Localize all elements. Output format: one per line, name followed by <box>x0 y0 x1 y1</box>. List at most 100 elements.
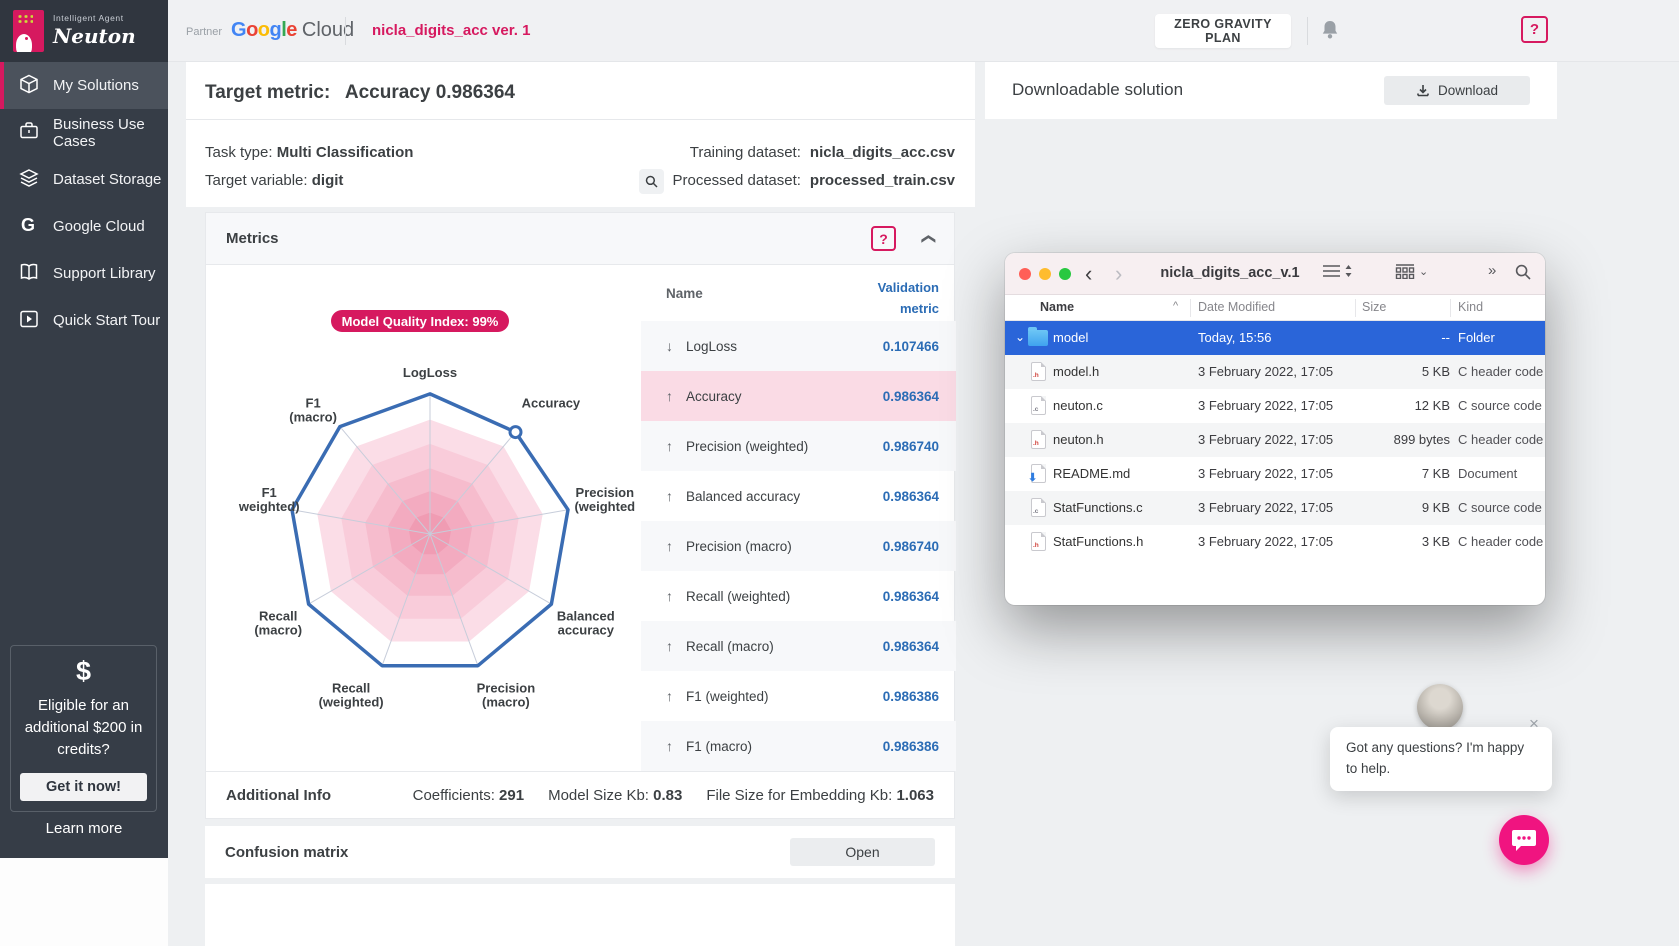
file-kind: C header code <box>1458 432 1543 447</box>
sidebar-item-dataset-storage[interactable]: Dataset Storage <box>0 156 168 203</box>
sidebar-item-label: Support Library <box>53 265 156 282</box>
column-size[interactable]: Size <box>1362 300 1386 314</box>
metric-name: Recall (macro) <box>686 639 774 654</box>
topbar-separator <box>345 17 346 45</box>
finder-row-model-h[interactable]: .hmodel.h3 February 2022, 17:055 KBC hea… <box>1005 355 1545 389</box>
finder-row-neuton-h[interactable]: .hneuton.h3 February 2022, 17:05899 byte… <box>1005 423 1545 457</box>
help-button[interactable]: ? <box>1521 16 1548 43</box>
metric-row-recall-weighted-: ↑Recall (weighted)0.986364 <box>641 571 956 621</box>
group-view-icon[interactable]: ⌄ <box>1395 264 1428 279</box>
column-date-modified[interactable]: Date Modified <box>1198 300 1275 314</box>
radar-axis-label: Recall(macro) <box>254 609 302 638</box>
file-name: StatFunctions.h <box>1053 534 1143 549</box>
forward-button[interactable]: › <box>1115 261 1122 287</box>
arrow-up-icon: ↑ <box>666 688 686 704</box>
file-date: 3 February 2022, 17:05 <box>1198 364 1333 379</box>
sidebar-item-quick-start-tour[interactable]: Quick Start Tour <box>0 297 168 344</box>
sidebar-item-google-cloud[interactable]: GGoogle Cloud <box>0 203 168 250</box>
column-name[interactable]: Name <box>1040 300 1074 314</box>
minimize-window-button[interactable] <box>1039 268 1051 280</box>
file-date: 3 February 2022, 17:05 <box>1198 432 1333 447</box>
finder-row-model[interactable]: ⌄modelToday, 15:56--Folder <box>1005 321 1545 355</box>
collapse-chevron-icon[interactable]: ❯ <box>916 228 938 250</box>
metrics-header: Metrics ? ❯ <box>206 213 954 265</box>
sidebar-item-support-library[interactable]: Support Library <box>0 250 168 297</box>
metric-row-precision-macro-: ↑Precision (macro)0.986740 <box>641 521 956 571</box>
file-size: 5 KB <box>1422 364 1450 379</box>
finder-row-statfunctions-h[interactable]: .hStatFunctions.h3 February 2022, 17:053… <box>1005 525 1545 559</box>
task-type-value: Multi Classification <box>277 144 414 161</box>
finder-titlebar[interactable]: ‹ › nicla_digits_acc_v.1 ⌄ » <box>1005 253 1545 295</box>
chat-launcher-button[interactable] <box>1499 815 1549 865</box>
file-date: Today, 15:56 <box>1198 330 1271 345</box>
get-it-now-button[interactable]: Get it now! <box>20 773 147 801</box>
training-dataset-line: Training dataset:nicla_digits_acc.csv <box>639 139 956 167</box>
topbar-separator <box>1307 17 1308 45</box>
learn-more-link[interactable]: Learn more <box>0 820 168 837</box>
metric-row-precision-weighted-: ↑Precision (weighted)0.986740 <box>641 421 956 471</box>
target-variable-value: digit <box>312 172 344 189</box>
book-icon <box>19 262 39 286</box>
metric-name: Balanced accuracy <box>686 489 800 504</box>
more-toolbar-icon[interactable]: » <box>1488 262 1496 279</box>
sidebar-item-my-solutions[interactable]: My Solutions <box>0 62 168 109</box>
sort-ascending-icon: ^ <box>1173 300 1178 312</box>
neuton-logo: Intelligent Agent Neuton <box>0 0 168 62</box>
bell-icon[interactable] <box>1320 19 1340 46</box>
metric-name: LogLoss <box>686 339 737 354</box>
radar-axis-label: Precision(weighted <box>574 485 635 514</box>
file-name: neuton.c <box>1053 398 1103 413</box>
sidebar: Intelligent Agent Neuton My SolutionsBus… <box>0 0 168 858</box>
plan-button[interactable]: ZERO GRAVITY PLAN <box>1155 14 1291 48</box>
chat-bubble-icon <box>1511 828 1537 852</box>
download-button[interactable]: Download <box>1384 76 1530 105</box>
chat-close-icon[interactable]: × <box>1529 714 1539 734</box>
target-metric-value: Accuracy 0.986364 <box>345 82 515 103</box>
open-confusion-matrix-button[interactable]: Open <box>790 838 935 866</box>
finder-search-icon[interactable] <box>1515 264 1531 280</box>
file-size: 3 KB <box>1422 534 1450 549</box>
file-size: 12 KB <box>1415 398 1450 413</box>
confusion-matrix-title: Confusion matrix <box>225 844 348 861</box>
h-file-icon: .h <box>1031 362 1046 381</box>
metrics-help-button[interactable]: ? <box>871 226 896 251</box>
file-name: StatFunctions.c <box>1053 500 1143 515</box>
logo-dots-icon <box>17 14 33 25</box>
close-window-button[interactable] <box>1019 268 1031 280</box>
file-size: 9 KB <box>1422 500 1450 515</box>
file-size: 899 bytes <box>1394 432 1450 447</box>
back-button[interactable]: ‹ <box>1085 261 1092 287</box>
column-kind[interactable]: Kind <box>1458 300 1483 314</box>
metric-value: 0.986386 <box>883 739 939 754</box>
list-view-icon[interactable] <box>1323 264 1353 278</box>
briefcase-icon <box>19 121 39 145</box>
md-file-icon: ⬇ <box>1031 464 1046 483</box>
layers-icon <box>19 168 39 192</box>
search-dataset-button[interactable] <box>639 169 664 194</box>
file-kind: C header code <box>1458 364 1543 379</box>
disclosure-chevron-icon[interactable]: ⌄ <box>1015 330 1025 344</box>
file-kind: C source code <box>1458 500 1542 515</box>
finder-row-neuton-c[interactable]: .cneuton.c3 February 2022, 17:0512 KBC s… <box>1005 389 1545 423</box>
radar-axis-label: Accuracy <box>522 396 581 411</box>
processed-dataset-value: processed_train.csv <box>810 167 955 195</box>
metrics-title: Metrics <box>226 230 279 247</box>
additional-info-item: Model Size Kb: 0.83 <box>548 787 682 804</box>
task-type-line: Task type: Multi Classification <box>205 139 413 167</box>
zoom-window-button[interactable] <box>1059 268 1071 280</box>
logo-brand: Neuton <box>53 24 136 49</box>
download-icon <box>1416 84 1430 98</box>
arrow-up-icon: ↑ <box>666 738 686 754</box>
topbar: Partner GoogleCloud nicla_digits_acc ver… <box>168 0 1679 62</box>
finder-row-statfunctions-c[interactable]: .cStatFunctions.c3 February 2022, 17:059… <box>1005 491 1545 525</box>
folder-icon <box>1028 330 1048 346</box>
finder-row-readme-md[interactable]: ⬇README.md3 February 2022, 17:057 KBDocu… <box>1005 457 1545 491</box>
chat-message-bubble: Got any questions? I'm happy to help. <box>1330 727 1552 791</box>
arrow-up-icon: ↑ <box>666 588 686 604</box>
sidebar-item-label: Dataset Storage <box>53 171 161 188</box>
google-g-icon: G <box>19 215 39 239</box>
file-size: -- <box>1441 330 1450 345</box>
sidebar-item-business-use-cases[interactable]: Business Use Cases <box>0 109 168 156</box>
metric-name: F1 (macro) <box>686 739 752 754</box>
radar-axis-label: F1weighted) <box>238 485 300 514</box>
